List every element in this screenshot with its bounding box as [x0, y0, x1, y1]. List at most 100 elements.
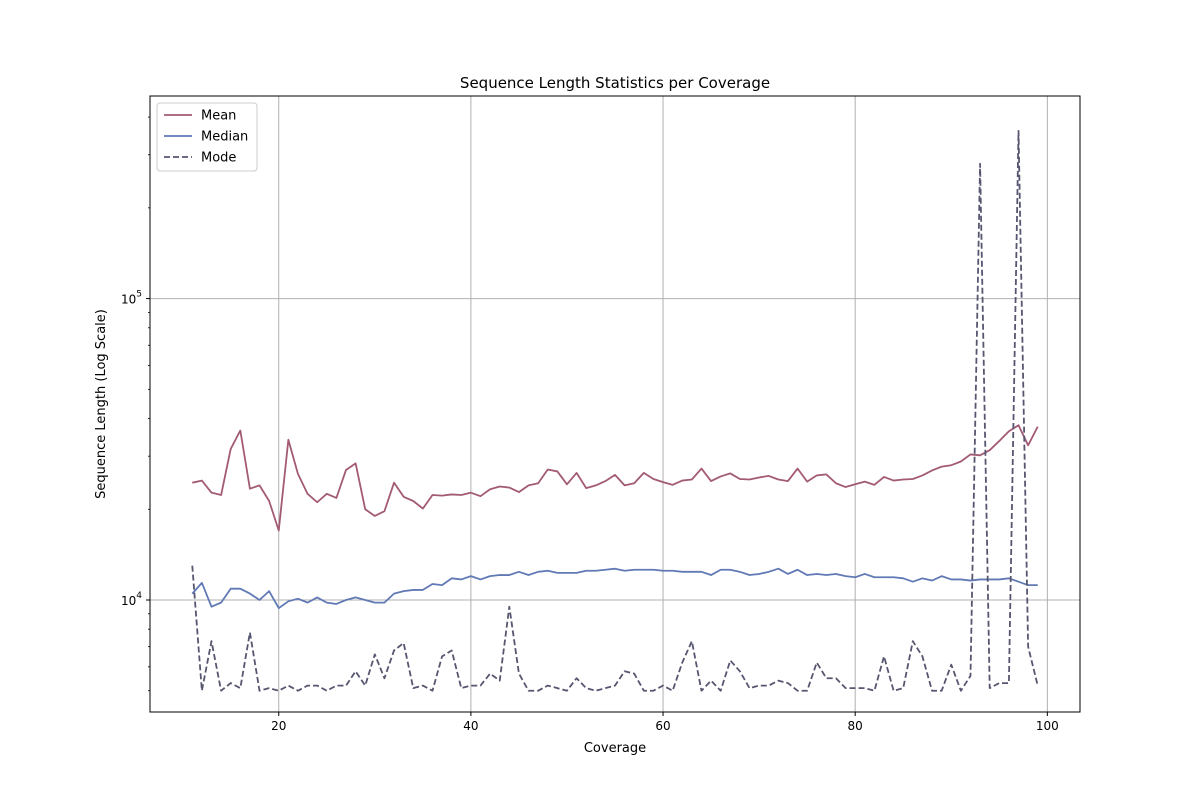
data-point-median — [537, 570, 540, 573]
data-point-median — [777, 567, 780, 570]
data-point-mode — [950, 663, 953, 666]
data-point-median — [364, 598, 367, 601]
data-point-median — [383, 601, 386, 604]
data-point-median — [758, 572, 761, 575]
data-point-mode — [1017, 129, 1020, 132]
data-point-mean — [537, 482, 540, 485]
data-point-mean — [450, 493, 453, 496]
data-point-mean — [911, 478, 914, 481]
data-point-median — [450, 577, 453, 580]
data-point-median — [1036, 584, 1039, 587]
data-point-mean — [1007, 430, 1010, 433]
series-points-mode — [191, 129, 1039, 692]
grid — [150, 96, 1080, 712]
data-point-mode — [421, 684, 424, 687]
legend-label-mode: Mode — [201, 151, 236, 166]
data-point-mean — [373, 514, 376, 517]
data-point-mode — [268, 687, 271, 690]
data-point-mean — [854, 483, 857, 486]
series-line-mean — [192, 424, 1039, 532]
data-point-mean — [527, 484, 530, 487]
data-point-mean — [623, 484, 626, 487]
data-point-mean — [969, 453, 972, 456]
data-point-mode — [662, 684, 665, 687]
data-point-mean — [998, 439, 1001, 442]
data-point-median — [220, 601, 223, 604]
data-point-median — [585, 569, 588, 572]
data-point-median — [546, 569, 549, 572]
data-point-median — [210, 605, 213, 608]
data-point-median — [719, 568, 722, 571]
data-point-median — [700, 570, 703, 573]
data-point-mean — [786, 480, 789, 483]
data-point-median — [892, 576, 895, 579]
legend-label-median: Median — [201, 130, 248, 145]
data-point-mode — [373, 653, 376, 656]
data-point-mean — [594, 484, 597, 487]
data-point-mean — [421, 507, 424, 510]
data-point-median — [393, 592, 396, 595]
data-point-mean — [498, 485, 501, 488]
data-point-mode — [412, 687, 415, 690]
x-tick-label: 80 — [848, 719, 863, 733]
data-point-median — [229, 587, 232, 590]
data-point-median — [767, 570, 770, 573]
data-point-mode — [642, 689, 645, 692]
data-point-mean — [565, 483, 568, 486]
x-tick-label: 20 — [271, 719, 286, 733]
data-point-mode — [710, 679, 713, 682]
data-point-mode — [652, 689, 655, 692]
data-point-mode — [585, 687, 588, 690]
data-point-mode — [565, 689, 568, 692]
data-point-mode — [287, 684, 290, 687]
data-point-median — [998, 578, 1001, 581]
data-point-mode — [460, 687, 463, 690]
data-point-median — [854, 576, 857, 579]
data-point-mode — [450, 649, 453, 652]
data-point-mode — [959, 689, 962, 692]
data-point-mean — [431, 494, 434, 497]
y-axis: 104 105 — [121, 116, 150, 692]
data-point-mode — [911, 640, 914, 643]
data-point-mode — [431, 689, 434, 692]
data-point-median — [690, 570, 693, 573]
data-point-mode — [604, 687, 607, 690]
data-point-mode — [777, 679, 780, 682]
data-point-median — [527, 574, 530, 577]
data-point-mode — [469, 684, 472, 687]
data-point-mode — [575, 677, 578, 680]
data-point-mean — [940, 465, 943, 468]
y-tick-label: 104 — [121, 591, 142, 608]
data-point-median — [988, 578, 991, 581]
data-point-mode — [441, 655, 444, 658]
x-tick-label: 100 — [1036, 719, 1059, 733]
data-point-mode — [786, 682, 789, 685]
series-line-mode — [191, 129, 1039, 692]
data-point-mean — [844, 486, 847, 489]
data-point-mode — [1007, 682, 1010, 685]
y-tick-label: 105 — [121, 290, 142, 307]
data-point-median — [729, 568, 732, 571]
data-point-mean — [296, 472, 299, 475]
data-point-mean — [642, 471, 645, 474]
data-point-mode — [306, 684, 309, 687]
data-point-mode — [729, 659, 732, 662]
data-point-mode — [902, 687, 905, 690]
data-point-median — [979, 578, 982, 581]
data-point-median — [277, 607, 280, 610]
data-point-mean — [220, 494, 223, 497]
data-point-mean — [575, 471, 578, 474]
data-point-median — [738, 570, 741, 573]
data-point-median — [806, 574, 809, 577]
data-point-mean — [748, 478, 751, 481]
data-point-mean — [393, 481, 396, 484]
data-point-mode — [719, 689, 722, 692]
data-point-mean — [508, 486, 511, 489]
data-point-mode — [556, 687, 559, 690]
data-point-mean — [383, 510, 386, 513]
data-point-median — [834, 572, 837, 575]
data-point-median — [623, 569, 626, 572]
data-point-median — [517, 570, 520, 573]
data-point-mode — [681, 661, 684, 664]
